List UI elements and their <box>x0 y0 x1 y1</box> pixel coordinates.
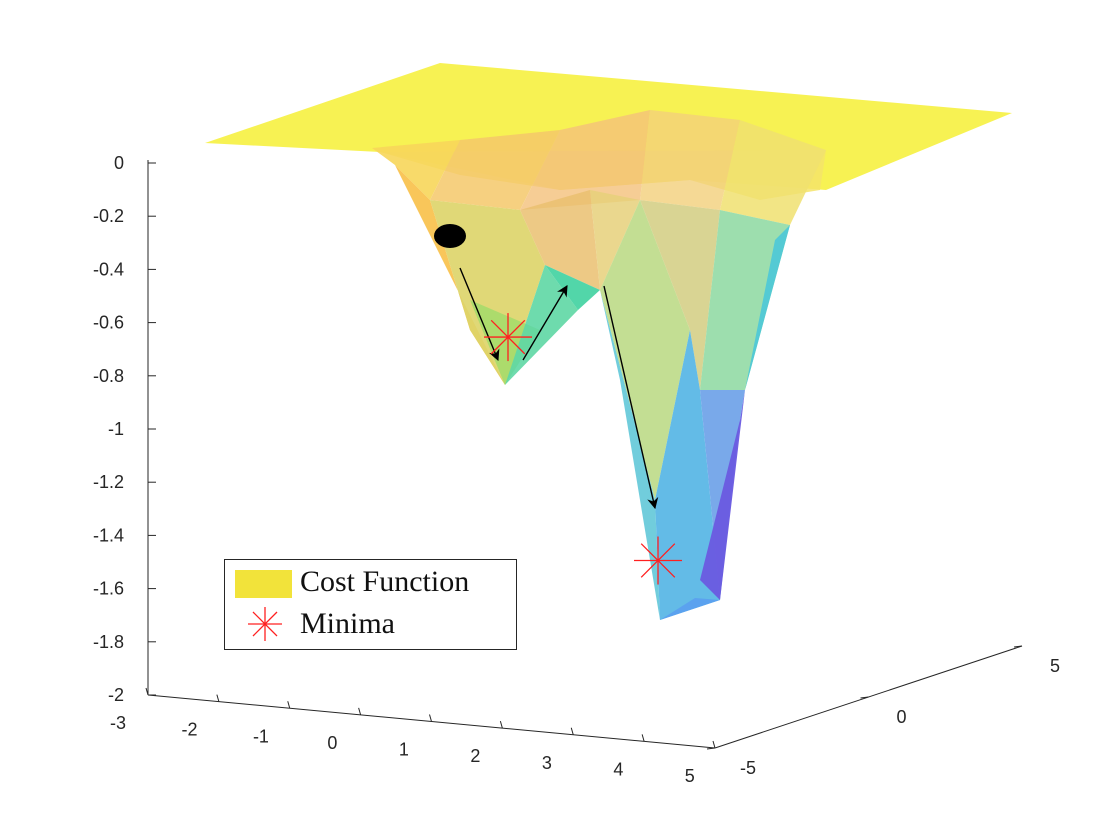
y-tick-mark <box>860 696 869 699</box>
x-tick-label: 5 <box>685 766 695 786</box>
x-tick-label: 4 <box>613 759 623 779</box>
y-ticks: -5 0 5 <box>706 645 1060 778</box>
legend-swatch <box>235 570 292 598</box>
x-tick-mark <box>499 720 503 729</box>
minima-marker <box>484 313 532 362</box>
x-ticks: -3 -2 -1 0 1 2 3 4 5 <box>110 687 716 786</box>
x-tick-mark <box>641 734 645 742</box>
arrow-1 <box>459 267 500 362</box>
surface-facet <box>520 190 600 290</box>
x-tick-mark <box>570 727 574 735</box>
x-tick-mark <box>358 707 362 716</box>
x-tick-label: 1 <box>399 740 409 760</box>
z-ticks: 0 -0.2 -0.4 -0.6 -0.8 -1 -1.2 -1.4 -1.6 -1.8 -2 <box>93 153 156 705</box>
surface-facet <box>700 390 745 600</box>
arrow-3 <box>603 285 659 510</box>
legend-entry-cost-function: Cost Function <box>225 562 516 602</box>
z-tick-label: -1.8 <box>93 632 124 652</box>
x-tick-label: -1 <box>253 726 269 746</box>
surface-facet <box>590 190 640 290</box>
z-tick-label: -0.4 <box>93 259 124 279</box>
z-tick-label: 0 <box>114 153 124 173</box>
y-tick-label: -5 <box>740 758 756 778</box>
x-tick-mark <box>145 687 149 696</box>
surface-facet <box>545 265 600 310</box>
minima-markers <box>484 313 682 585</box>
y-tick-label: 0 <box>896 707 906 727</box>
z-tick-label: -0.8 <box>93 366 124 386</box>
surface-facet <box>470 300 540 385</box>
z-tick-label: -1 <box>108 419 124 439</box>
x-tick-mark <box>287 701 291 709</box>
surface-facet <box>372 140 460 200</box>
y-tick-label: 5 <box>1050 656 1060 676</box>
legend-label: Cost Function <box>300 565 470 598</box>
start-point-ball <box>434 224 466 248</box>
legend-label: Minima <box>300 607 395 640</box>
z-tick-label: -1.6 <box>93 579 124 599</box>
y-tick-mark <box>706 747 716 750</box>
cost-function-surface <box>205 63 1012 620</box>
descent-path <box>459 267 659 510</box>
arrow-2 <box>522 285 568 361</box>
surface-facet <box>430 130 560 210</box>
x-tick-mark <box>429 714 432 722</box>
x-tick-mark <box>712 740 716 749</box>
x-tick-label: -2 <box>181 720 197 740</box>
x-tick-label: 3 <box>542 753 552 773</box>
z-tick-label: -0.2 <box>93 206 124 226</box>
surface-facet <box>640 200 720 390</box>
x-tick-label: -3 <box>110 713 126 733</box>
surface-facet <box>640 110 740 210</box>
surface-facet <box>720 120 826 225</box>
surface-facet <box>745 225 790 390</box>
surface-facet <box>520 110 650 210</box>
legend-entry-minima: Minima <box>225 604 516 644</box>
x-tick-mark <box>216 694 220 702</box>
x-tick-label: 2 <box>470 746 480 766</box>
legend: Cost Function Minima <box>224 559 517 650</box>
surface-facet <box>700 210 790 390</box>
z-tick-label: -2 <box>108 685 124 705</box>
z-tick-label: -1.2 <box>93 472 124 492</box>
z-tick-label: -1.4 <box>93 525 124 545</box>
surface-facet <box>660 598 720 620</box>
x-tick-label: 0 <box>327 733 337 753</box>
surface-facet <box>600 200 690 500</box>
asterisk-icon <box>248 607 282 641</box>
z-tick-label: -0.6 <box>93 313 124 333</box>
y-tick-mark <box>1013 645 1023 648</box>
minima-marker <box>634 536 682 585</box>
